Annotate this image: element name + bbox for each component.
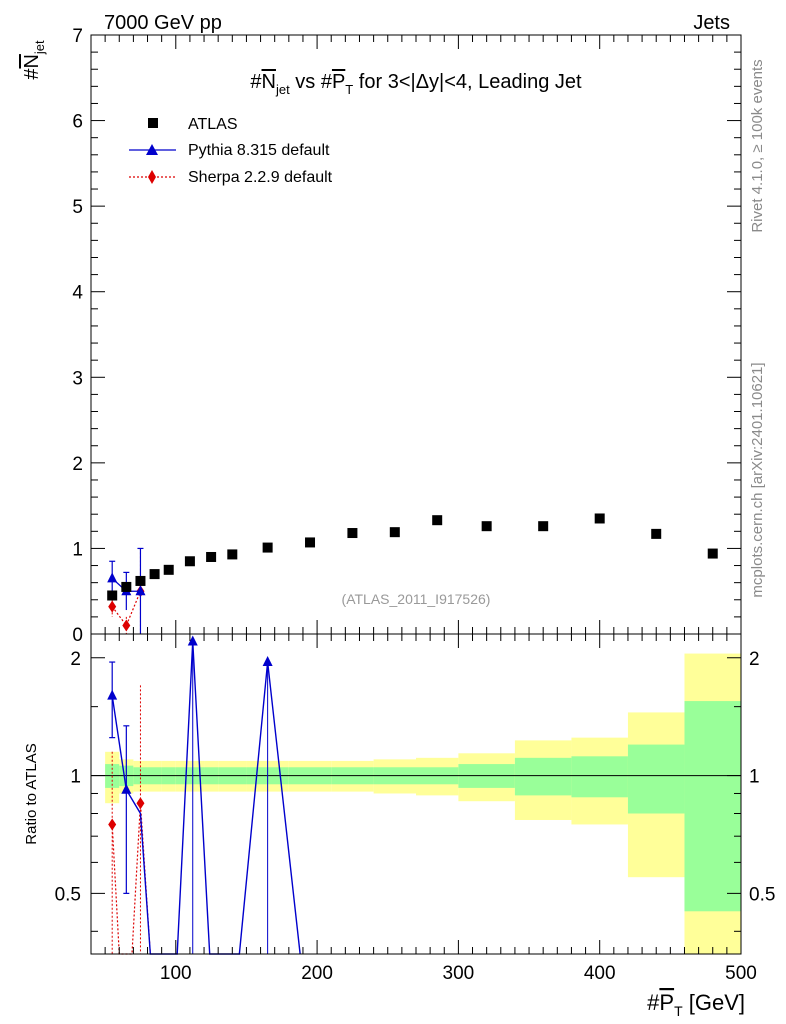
- pythia-main-point: [135, 585, 146, 596]
- ratio-y-axis: 0.5 0.5 1 1 2 2: [55, 649, 775, 932]
- atlas-data-point: [227, 549, 238, 560]
- ratio-x-axis: 100 200 300 400 500: [104, 634, 757, 984]
- atlas-data-point: [184, 556, 195, 567]
- legend-marker-sherpa: [148, 170, 156, 184]
- legend-label-atlas: ATLAS: [188, 116, 238, 133]
- atlas-data-point: [594, 513, 605, 524]
- ylabel-prefix: #: [21, 68, 43, 80]
- title-n-subscript: jet: [275, 82, 290, 97]
- sherpa-main-point: [108, 600, 117, 613]
- process-label: Jets: [693, 12, 730, 34]
- atlas-data-point: [121, 581, 132, 592]
- pythia-main-point: [107, 572, 118, 583]
- analysis-tag: (ATLAS_2011_I917526): [342, 591, 491, 607]
- pythia-ratio-line: [111, 641, 301, 955]
- ratio-y-tick-label: 1: [70, 767, 81, 788]
- title-prefix: #: [250, 71, 262, 93]
- main-y-tick-label: 3: [72, 368, 83, 389]
- x-axis-label: #PT [GeV]: [647, 990, 745, 1019]
- sherpa-main-line: [111, 590, 142, 627]
- rivet-version-label: Rivet 4.1.0, ≥ 100k events: [749, 59, 766, 232]
- atlas-data-point: [707, 548, 718, 559]
- title-n-symbol: N: [262, 71, 276, 93]
- atlas-data-point: [389, 527, 400, 538]
- ylabel-n-symbol: N: [21, 54, 43, 68]
- main-y-tick-label: 2: [72, 454, 83, 475]
- title-p-subscript: T: [345, 82, 353, 97]
- main-x-axis: [104, 35, 742, 634]
- atlas-data-point: [432, 515, 443, 526]
- x-tick-label: 200: [301, 963, 333, 984]
- main-y-tick-label: 7: [72, 26, 83, 47]
- ratio-y-axis-label: Ratio to ATLAS: [23, 743, 40, 844]
- energy-label: 7000 GeV pp: [104, 12, 222, 34]
- legend-marker-pythia: [146, 144, 158, 155]
- main-y-tick-label: 4: [72, 283, 83, 304]
- atlas-data-point: [107, 590, 118, 601]
- legend-label-sherpa: Sherpa 2.2.9 default: [188, 169, 333, 186]
- xlabel-suffix: [GeV]: [683, 990, 745, 1015]
- main-y-axis: 0 1 2 3 4 5 6 7: [72, 26, 741, 646]
- pythia-ratio-point: [262, 656, 273, 667]
- ratio-y-tick-label: 2: [70, 649, 81, 670]
- sherpa-main-point: [122, 619, 131, 632]
- mcplots-label: mcplots.cern.ch [arXiv:2401.10621]: [749, 362, 766, 597]
- pythia-ratio-point: [121, 783, 132, 794]
- ratio-data-layer: [107, 635, 301, 955]
- ratio-stat-uncertainty-band: [571, 756, 628, 798]
- ratio-stat-uncertainty-band: [684, 701, 741, 912]
- main-y-tick-label: 1: [72, 539, 83, 560]
- ylabel-n-subscript: jet: [32, 40, 47, 55]
- xlabel-p-subscript: T: [674, 1003, 683, 1019]
- title-mid: vs #: [290, 71, 333, 93]
- xlabel-prefix: #: [647, 990, 660, 1015]
- main-data-layer: [107, 513, 718, 634]
- ratio-y-tick-label-right: 1: [749, 767, 760, 788]
- ratio-y-tick-label: 0.5: [55, 884, 81, 905]
- x-tick-label: 400: [584, 963, 616, 984]
- plot-title: #Njet vs #PT for 3<|Δy|<4, Leading Jet: [250, 71, 582, 97]
- ratio-y-tick-label-right: 0.5: [749, 884, 775, 905]
- sherpa-ratio-point: [108, 818, 117, 831]
- atlas-data-point: [651, 528, 662, 539]
- ratio-stat-uncertainty-band: [627, 744, 685, 814]
- x-tick-label: 100: [160, 963, 192, 984]
- atlas-data-point: [305, 537, 316, 548]
- ratio-y-tick-label-right: 2: [749, 649, 760, 670]
- main-y-tick-label: 5: [72, 197, 83, 218]
- atlas-data-point: [347, 528, 358, 539]
- xlabel-p-symbol: P: [659, 990, 674, 1015]
- x-tick-label: 300: [443, 963, 475, 984]
- atlas-data-point: [262, 542, 273, 553]
- atlas-data-point: [149, 569, 160, 580]
- title-suffix: for 3<|Δy|<4, Leading Jet: [353, 71, 582, 93]
- atlas-data-point: [135, 575, 146, 586]
- atlas-data-point: [206, 551, 217, 562]
- main-y-axis-label: #Njet: [21, 40, 47, 80]
- sherpa-ratio-point: [136, 797, 145, 810]
- pythia-ratio-point: [107, 689, 118, 700]
- atlas-data-point: [538, 521, 549, 532]
- main-y-tick-label: 6: [72, 112, 83, 133]
- atlas-data-point: [163, 564, 174, 575]
- legend-marker-atlas: [148, 118, 158, 128]
- pythia-ratio-point: [187, 635, 198, 646]
- atlas-data-point: [481, 521, 492, 532]
- legend-label-pythia: Pythia 8.315 default: [188, 142, 330, 159]
- main-y-tick-label: 0: [72, 625, 83, 646]
- legend: ATLAS Pythia 8.315 default Sherpa 2.2.9 …: [129, 116, 333, 186]
- ratio-uncertainty-bands: [105, 653, 741, 954]
- x-tick-label: 500: [725, 963, 757, 984]
- ratio-plot-panel: 0.5 0.5 1 1 2 2 100 200 300 400 500 Ratio to ATLA…: [23, 633, 775, 1019]
- ratio-stat-uncertainty-band: [514, 757, 572, 796]
- title-p-symbol: P: [332, 71, 345, 93]
